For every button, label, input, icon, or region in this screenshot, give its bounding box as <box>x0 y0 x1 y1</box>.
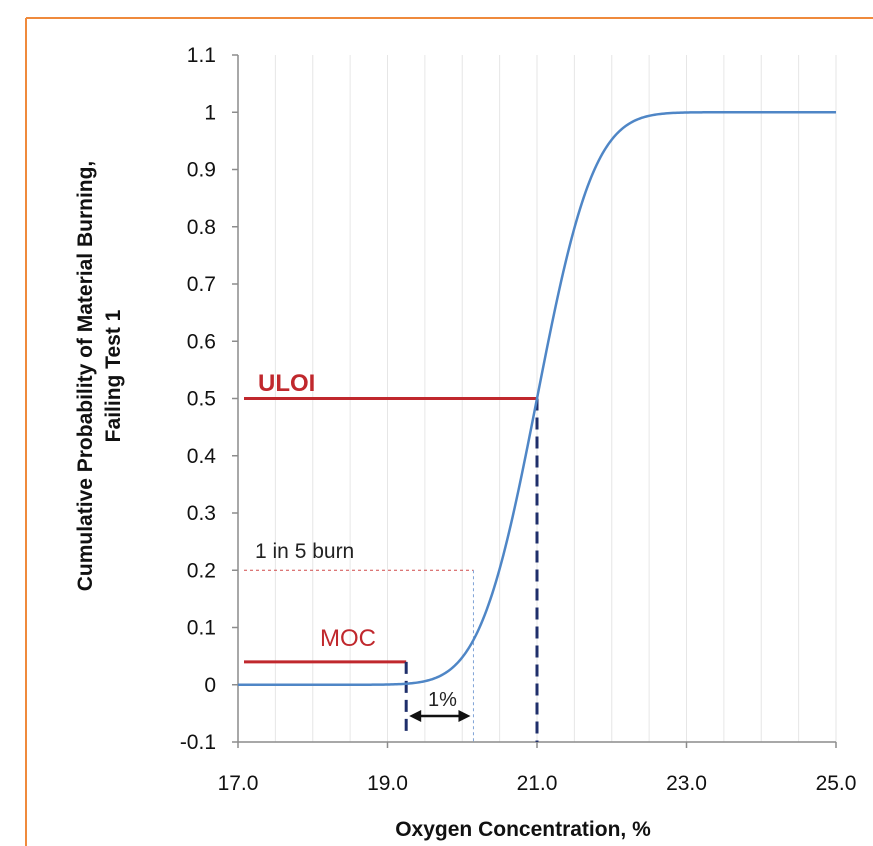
x-tick-label: 23.0 <box>666 772 707 795</box>
y-tick-label: 0.8 <box>187 216 216 239</box>
one-percent-label: 1% <box>428 689 457 711</box>
y-tick-label: 1 <box>204 101 216 124</box>
y-axis-title-line2: Failing Test 1 <box>102 309 125 442</box>
width-arrow-right-head <box>458 710 471 722</box>
width-arrow-left-head <box>409 710 422 722</box>
y-tick-label: 0 <box>204 674 216 697</box>
y-tick-label: 0.6 <box>187 330 216 353</box>
y-tick-label: 1.1 <box>187 44 216 67</box>
x-axis-title: Oxygen Concentration, % <box>395 818 651 841</box>
x-tick-label: 19.0 <box>367 772 408 795</box>
one-in-five-burn-label: 1 in 5 burn <box>255 540 354 563</box>
y-tick-label: 0.9 <box>187 159 216 182</box>
y-tick-label: -0.1 <box>180 731 216 754</box>
y-tick-label: 0.2 <box>187 559 216 582</box>
y-tick-label: 0.4 <box>187 445 217 468</box>
y-tick-label: 0.7 <box>187 273 216 296</box>
x-tick-label: 17.0 <box>218 772 259 795</box>
moc-label: MOC <box>320 625 376 652</box>
annotation-guides <box>244 397 539 742</box>
y-tick-label: 0.1 <box>187 617 216 640</box>
x-tick-label: 21.0 <box>517 772 558 795</box>
cumulative-probability-line <box>238 111 836 686</box>
vertical-gridlines <box>237 55 837 742</box>
uloi-label: ULOI <box>258 370 315 397</box>
data-series <box>238 111 836 686</box>
tick-labels: 1.1 1 0.9 0.8 0.7 0.6 0.5 0.4 0.3 0.2 0.1 0 -0.117.0… <box>180 44 857 795</box>
y-axis-title-line1: Cumulative Probability of Material Burni… <box>74 161 97 592</box>
y-tick-label: 0.3 <box>187 502 216 525</box>
y-tick-label: 0.5 <box>187 388 216 411</box>
x-tick-label: 25.0 <box>816 772 857 795</box>
